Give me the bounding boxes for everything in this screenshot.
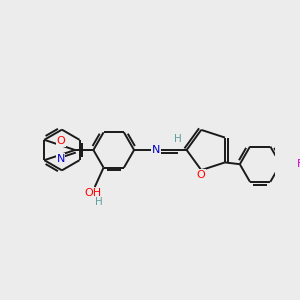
- Text: O: O: [56, 136, 65, 146]
- Text: F: F: [297, 159, 300, 169]
- Text: H: H: [95, 197, 103, 207]
- Text: OH: OH: [84, 188, 101, 198]
- Text: H: H: [174, 134, 182, 144]
- Text: N: N: [56, 154, 65, 164]
- Text: N: N: [152, 145, 160, 155]
- Text: O: O: [196, 170, 205, 180]
